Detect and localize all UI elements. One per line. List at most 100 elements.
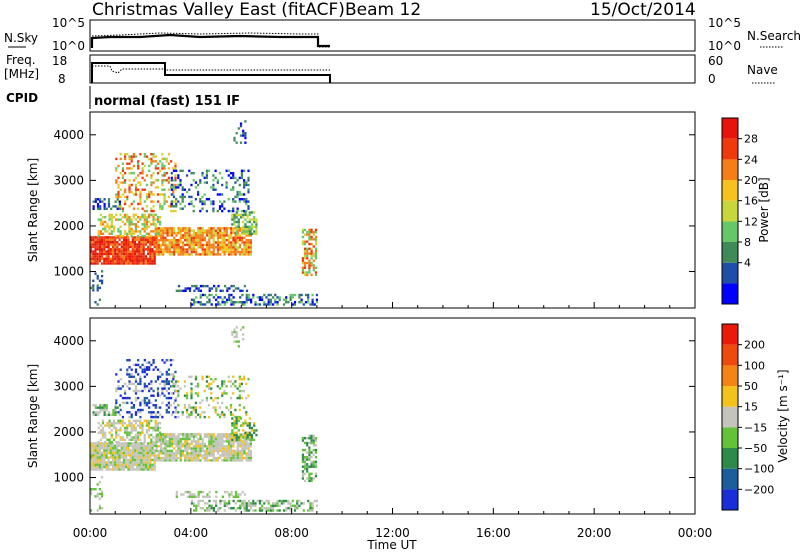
data-cell [122,454,126,457]
data-cell [165,157,168,161]
data-cell [96,465,99,469]
data-cell [232,174,235,177]
data-cell [92,262,95,265]
data-cell [143,359,146,362]
data-cell [261,298,264,301]
data-cell [236,236,239,239]
data-cell [137,363,140,367]
data-cell [126,213,129,216]
data-cell [306,271,309,274]
data-cell [168,253,171,256]
data-cell [136,444,139,447]
data-cell [156,216,159,219]
data-cell [247,454,250,457]
data-cell [311,504,314,507]
data-cell [111,241,115,244]
data-cell [172,382,176,386]
data-cell [241,293,244,297]
data-cell [137,207,140,210]
data-cell [199,449,202,453]
data-cell [157,246,160,249]
data-cell [186,229,189,232]
data-cell [278,296,281,299]
data-cell [175,246,178,249]
data-cell [210,293,213,297]
data-cell [227,459,231,462]
data-cell [153,250,156,253]
data-cell [306,247,309,250]
data-cell [92,205,95,208]
data-cell [92,413,95,416]
data-cell [239,213,243,217]
data-cell [306,467,309,471]
data-cell [241,236,244,239]
data-cell [128,205,131,208]
data-cell [254,509,257,512]
data-cell [132,419,135,422]
data-cell [103,447,106,450]
data-cell [98,444,101,447]
data-cell [221,234,224,237]
data-cell [236,499,240,503]
data-cell [193,298,196,301]
data-cell [179,183,182,187]
data-cell [179,229,182,232]
data-cell [141,399,144,402]
data-cell [140,255,143,258]
data-cell [221,433,224,436]
power-plot-area [90,112,695,308]
data-cell [202,490,205,494]
data-cell [247,435,250,438]
data-cell [244,136,247,140]
colorbar-segment [722,365,738,386]
data-cell [120,444,123,447]
colorbar-tick-label: −50 [744,442,767,455]
data-cell [186,392,189,395]
data-cell [301,472,304,475]
data-cell [128,186,131,189]
data-cell [105,255,108,258]
data-cell [98,468,101,471]
data-cell [183,385,186,388]
data-cell [159,370,162,374]
data-cell [120,449,123,452]
data-cell [96,252,99,256]
data-cell [163,394,166,397]
data-cell [137,433,140,437]
data-cell [143,396,146,400]
data-cell [124,392,127,395]
data-cell [136,255,139,258]
data-cell [232,248,235,251]
data-cell [170,200,173,203]
data-cell [195,231,198,235]
data-cell [101,442,104,445]
data-cell [239,417,243,420]
data-cell [230,493,233,496]
data-cell [143,209,146,213]
data-cell [245,202,248,206]
data-cell [208,433,211,436]
colorbar-segment [722,262,738,284]
data-cell [126,234,129,238]
data-cell [230,243,233,247]
data-cell [140,259,143,263]
data-cell [245,382,248,386]
data-cell [263,507,266,510]
data-cell [116,456,119,459]
data-cell [123,422,127,425]
data-cell [99,205,102,208]
data-cell [152,218,155,221]
data-cell [199,227,202,230]
data-cell [247,298,251,301]
data-cell [230,507,233,510]
data-cell [248,230,251,233]
data-cell [310,273,313,277]
data-cell [133,252,137,256]
data-cell [141,172,144,175]
data-cell [223,243,226,247]
data-cell [123,429,127,432]
data-cell [237,495,240,498]
data-cell [138,449,141,452]
data-cell [118,207,121,210]
data-cell [308,475,311,478]
